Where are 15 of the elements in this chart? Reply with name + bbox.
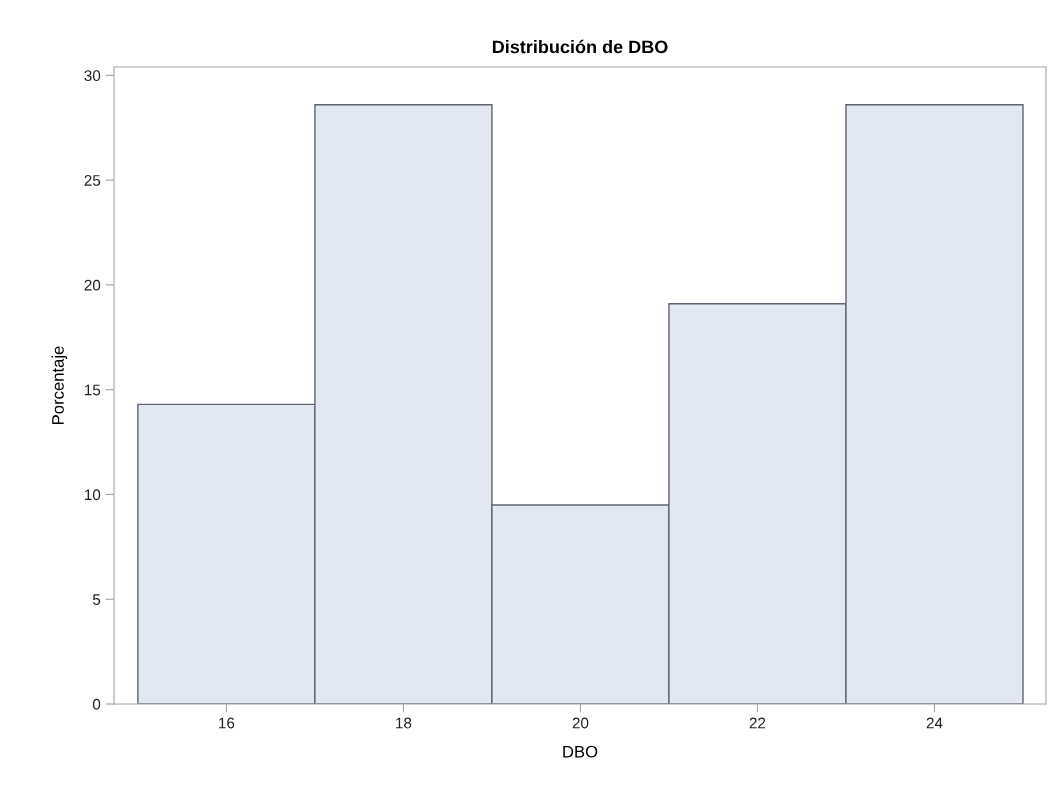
x-axis-title: DBO <box>563 745 598 758</box>
y-tick-label: 20 <box>84 279 101 291</box>
x-tick-label: 18 <box>396 717 412 729</box>
x-tick-label: 24 <box>926 717 943 729</box>
y-tick-label: 0 <box>92 698 101 710</box>
y-tick-label: 10 <box>84 489 101 501</box>
y-tick-label: 15 <box>84 384 101 396</box>
y-axis-title: Porcentaje <box>51 346 68 424</box>
x-tick-label: 22 <box>749 717 766 729</box>
x-tick-label: 16 <box>219 717 235 729</box>
chart-title: Distribución de DBO <box>492 39 668 54</box>
x-tick-label: 20 <box>572 717 589 729</box>
y-tick-label: 5 <box>92 594 101 605</box>
y-tick-label: 25 <box>84 175 101 186</box>
y-tick-label: 30 <box>84 70 101 82</box>
